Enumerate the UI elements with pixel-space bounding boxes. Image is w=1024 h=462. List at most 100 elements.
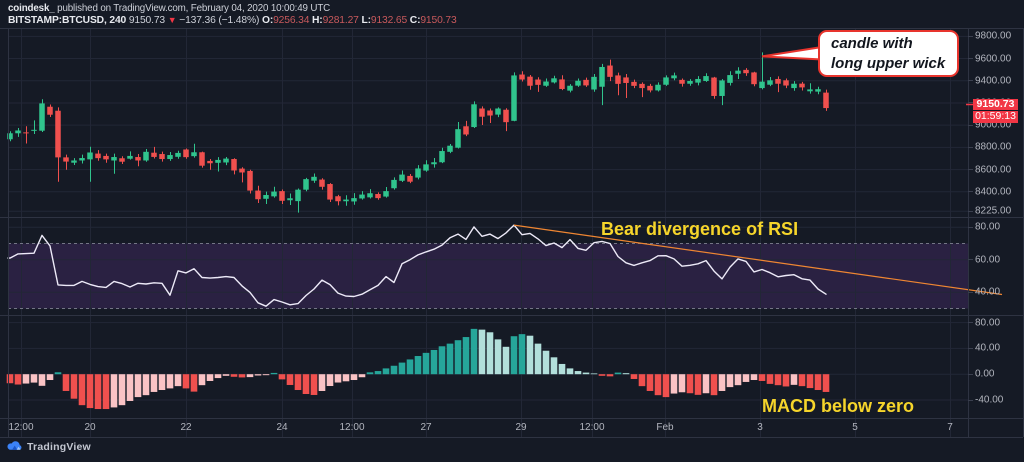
macd-histogram-bar — [814, 374, 822, 391]
macd-histogram-bar — [230, 374, 238, 377]
candle-body — [263, 195, 269, 199]
price-axis-label: 8400.00 — [975, 186, 1012, 198]
candle-body — [583, 79, 589, 86]
macd-histogram-bar — [206, 374, 214, 381]
candle-body — [359, 194, 365, 199]
candle-body — [487, 110, 493, 116]
candle-body — [199, 152, 205, 166]
callout-text-line2: long upper wick — [831, 54, 946, 72]
candle-body — [663, 77, 669, 85]
macd-histogram-bar — [30, 374, 38, 383]
low-label: L: — [361, 15, 371, 26]
time-axis-label: Feb — [656, 422, 674, 433]
macd-histogram-bar — [374, 371, 382, 375]
macd-histogram-bar — [406, 359, 414, 375]
candle-body — [807, 89, 813, 92]
macd-histogram-bar — [478, 329, 486, 375]
bar-countdown-badge: 01:59:13 — [973, 110, 1018, 123]
macd-histogram-bar — [310, 374, 318, 395]
candle-body — [591, 76, 597, 90]
candle-body — [671, 75, 677, 79]
time-axis-label: 27 — [420, 422, 432, 433]
candle-body — [639, 83, 645, 89]
candle-body — [759, 81, 765, 89]
candle-body — [703, 76, 709, 81]
macd-histogram-bar — [510, 336, 518, 375]
candle-body — [559, 79, 565, 89]
macd-histogram-bar — [182, 374, 190, 389]
candle-body — [391, 179, 397, 189]
macd-axis-label: 0.00 — [975, 368, 995, 380]
candle-body — [423, 164, 429, 171]
candle-body — [735, 70, 741, 74]
candle-body — [375, 194, 381, 199]
macd-histogram-bar — [166, 374, 174, 389]
axis-tick — [968, 146, 973, 148]
macd-axis-label: 40.00 — [975, 342, 1001, 354]
candle-body — [495, 108, 501, 115]
macd-histogram-bar — [550, 357, 558, 375]
candle-body — [15, 130, 21, 134]
macd-histogram-bar — [654, 374, 662, 396]
macd-histogram-bar — [686, 374, 694, 394]
macd-histogram-bar — [694, 374, 702, 395]
last-price-badge: 9150.73 — [973, 98, 1018, 110]
candle-body — [159, 154, 165, 160]
macd-histogram-bar — [294, 374, 302, 391]
rsi-axis-label: 40.00 — [975, 286, 1001, 298]
author-name: coindesk_ — [8, 3, 55, 14]
macd-histogram-bar — [574, 371, 582, 375]
macd-histogram-bar — [270, 372, 278, 375]
macd-histogram-bar — [606, 374, 614, 377]
candle-body — [527, 76, 533, 86]
time-axis-label: 3 — [757, 422, 763, 433]
axis-tick — [968, 347, 973, 349]
macd-below-zero-note: MACD below zero — [762, 396, 915, 416]
rsi-trendline — [513, 224, 1003, 296]
publish-info: coindesk_ published on TradingView.com, … — [8, 3, 330, 14]
macd-histogram-bar — [390, 365, 398, 375]
macd-histogram-bar — [118, 374, 126, 406]
macd-histogram-bar — [622, 373, 630, 375]
macd-histogram-bar — [86, 374, 94, 409]
candle-body — [319, 179, 325, 187]
macd-histogram-bar — [486, 332, 494, 375]
candle-body — [103, 155, 109, 160]
candle-body — [367, 193, 373, 198]
axis-tick — [968, 58, 973, 60]
macd-histogram-bar — [174, 374, 182, 387]
macd-histogram-bar — [326, 374, 334, 387]
candle-body — [295, 189, 301, 202]
macd-histogram-bar — [590, 373, 598, 375]
candle-body — [47, 106, 53, 115]
macd-histogram-bar — [46, 374, 54, 381]
price-axis-label: 9600.00 — [975, 53, 1012, 65]
price-axis-label: 9800.00 — [975, 30, 1012, 42]
candle-body — [79, 158, 85, 161]
price-change: −137.36 (−1.48%) — [179, 15, 260, 26]
macd-histogram-bar — [566, 368, 574, 375]
candle-body — [575, 80, 581, 86]
macd-histogram-bar — [806, 374, 814, 389]
macd-histogram-bar — [430, 349, 438, 375]
tradingview-watermark[interactable]: TradingView — [7, 441, 91, 453]
macd-histogram-bar — [702, 374, 710, 394]
high-label: H: — [312, 15, 323, 26]
down-arrow-icon: ▼ — [167, 15, 177, 25]
candle-body — [151, 152, 157, 157]
macd-histogram-bar — [382, 368, 390, 375]
macd-histogram-bar — [630, 374, 638, 379]
axis-tick — [968, 191, 973, 193]
axis-tick — [968, 322, 973, 324]
close-label: C: — [409, 15, 421, 26]
price-axis-label: 8600.00 — [975, 164, 1012, 176]
macd-histogram-bar — [598, 374, 606, 376]
candle-body — [255, 190, 261, 200]
candle-body — [623, 77, 629, 83]
candle-body — [719, 80, 725, 96]
candle-body — [279, 191, 285, 201]
macd-histogram-bar — [318, 374, 326, 391]
axis-tick — [968, 124, 973, 126]
candle-body — [551, 78, 557, 83]
